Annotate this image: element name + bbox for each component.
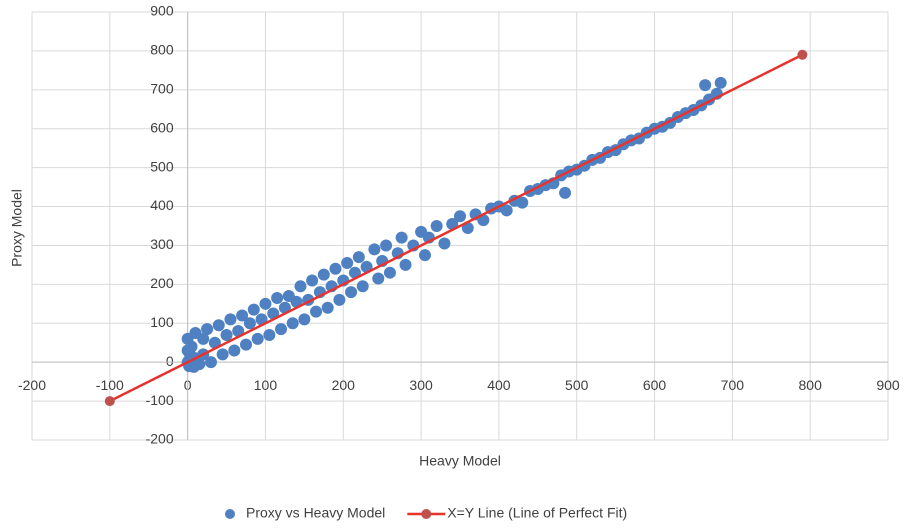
- scatter-point: [224, 313, 237, 326]
- line-marker: [104, 396, 115, 407]
- x-tick-label: 500: [565, 377, 589, 393]
- scatter-point: [247, 303, 260, 316]
- scatter-point: [699, 79, 712, 92]
- scatter-point: [329, 262, 342, 275]
- legend-label: X=Y Line (Line of Perfect Fit): [447, 505, 627, 521]
- scatter-point: [212, 319, 225, 332]
- scatter-point: [321, 301, 334, 314]
- y-tick-label: 900: [150, 3, 174, 19]
- scatter-point: [236, 309, 249, 322]
- y-tick-label: 100: [150, 314, 174, 330]
- scatter-point: [399, 258, 412, 271]
- scatter-point: [306, 274, 319, 287]
- x-tick-label: 300: [409, 377, 433, 393]
- y-tick-label: -200: [146, 431, 174, 447]
- legend-label: Proxy vs Heavy Model: [246, 505, 385, 521]
- scatter-point: [216, 348, 229, 361]
- line-marker: [797, 49, 808, 60]
- scatter-point: [271, 291, 284, 304]
- scatter-point: [298, 313, 311, 326]
- x-tick-label: -200: [18, 377, 46, 393]
- line: [109, 53, 803, 403]
- y-axis-title: Proxy Model: [9, 189, 25, 267]
- y-tick-label: 500: [150, 158, 174, 174]
- x-axis-title: Heavy Model: [419, 453, 501, 469]
- x-tick-label: 400: [487, 377, 511, 393]
- legend-marker: [225, 509, 235, 519]
- scatter-point: [240, 338, 252, 351]
- scatter-point: [383, 266, 396, 279]
- scatter-point: [286, 317, 299, 330]
- scatter-point: [333, 293, 346, 306]
- scatter-point: [317, 268, 330, 281]
- x-tick-label: 100: [254, 377, 278, 393]
- x-tick-label: 200: [332, 377, 356, 393]
- x-tick-label: 600: [643, 377, 667, 393]
- scatter-point: [220, 328, 233, 341]
- scatter-point: [714, 76, 727, 89]
- scatter-point: [243, 317, 256, 330]
- scatter-point: [201, 323, 214, 336]
- x-tick-label: 800: [799, 377, 823, 393]
- scatter-point: [454, 210, 466, 223]
- scatter-point: [228, 344, 241, 357]
- scatter-point: [251, 332, 264, 345]
- scatter-point: [294, 280, 307, 293]
- scatter-point: [516, 196, 529, 209]
- y-tick-label: 200: [150, 275, 174, 291]
- scatter-point: [263, 328, 276, 341]
- y-tick-label: -100: [146, 392, 174, 408]
- x-tick-label: 700: [721, 377, 745, 393]
- x-tick-label: 900: [876, 377, 900, 393]
- scatter-point: [187, 360, 200, 373]
- scatter-point: [418, 249, 431, 262]
- scatter-point: [430, 220, 443, 232]
- y-tick-label: 400: [150, 197, 174, 213]
- y-tick-label: 600: [150, 119, 174, 135]
- scatter-point: [310, 305, 323, 318]
- legend-marker: [421, 509, 432, 519]
- scatter-point: [500, 204, 513, 217]
- scatter-point: [352, 251, 365, 264]
- scatter-point: [438, 237, 451, 250]
- scatter-point: [368, 243, 381, 256]
- scatter-point: [204, 356, 217, 369]
- scatter-point: [372, 272, 385, 285]
- scatter-point: [197, 332, 210, 345]
- y-tick-label: 800: [150, 42, 174, 58]
- scatter-point: [559, 186, 572, 199]
- scatter-point: [341, 256, 354, 269]
- x-tick-label: -100: [96, 377, 124, 393]
- scatter-point: [259, 297, 272, 310]
- y-tick-label: 700: [150, 81, 174, 97]
- scatter-point: [380, 239, 393, 252]
- scatter-point: [356, 280, 369, 293]
- scatter-point: [275, 323, 288, 336]
- scatter-point: [183, 348, 196, 361]
- scatter-point: [345, 286, 358, 299]
- y-tick-label: 0: [166, 353, 174, 369]
- scatter-point: [395, 231, 408, 244]
- y-tick-label: 300: [150, 236, 174, 252]
